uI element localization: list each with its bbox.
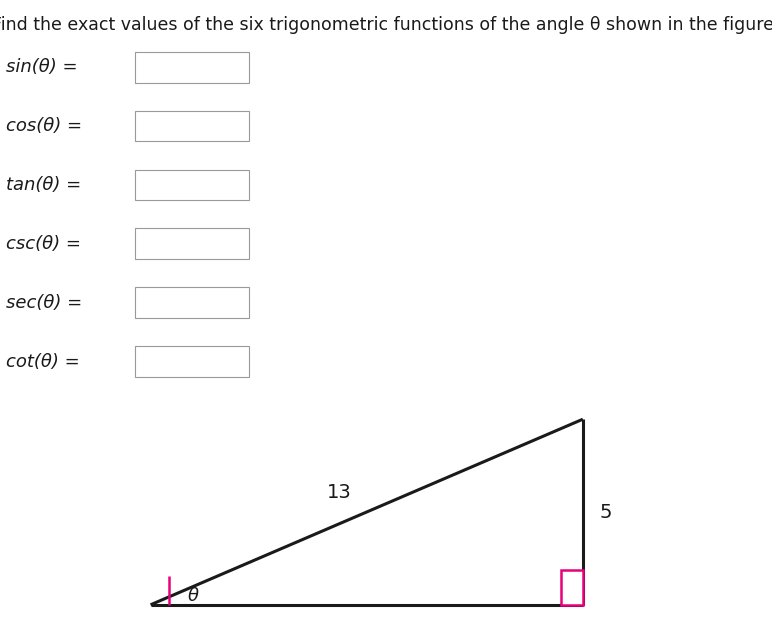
Text: θ: θ bbox=[188, 588, 198, 605]
Text: 5: 5 bbox=[600, 502, 612, 522]
Bar bbox=[135, 346, 249, 377]
Bar bbox=[135, 170, 249, 200]
Bar bbox=[135, 111, 249, 141]
Text: cos(θ) =: cos(θ) = bbox=[6, 117, 83, 135]
Text: cot(θ) =: cot(θ) = bbox=[6, 353, 80, 371]
Text: sin(θ) =: sin(θ) = bbox=[6, 58, 78, 76]
Text: sec(θ) =: sec(θ) = bbox=[6, 294, 83, 312]
Text: 13: 13 bbox=[327, 483, 352, 502]
Bar bbox=[561, 570, 583, 605]
Bar bbox=[135, 287, 249, 318]
Text: tan(θ) =: tan(θ) = bbox=[6, 176, 81, 194]
Text: Find the exact values of the six trigonometric functions of the angle θ shown in: Find the exact values of the six trigono… bbox=[0, 16, 772, 34]
Text: csc(θ) =: csc(θ) = bbox=[6, 235, 81, 253]
Bar bbox=[135, 228, 249, 259]
Bar bbox=[135, 52, 249, 83]
